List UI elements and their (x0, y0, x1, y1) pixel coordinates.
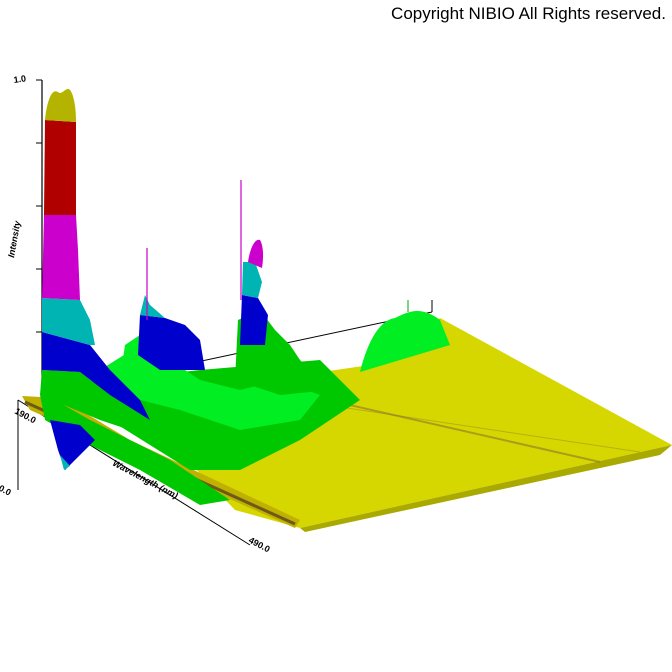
z-axis-title: Intensity (6, 219, 22, 258)
z-tick-label-top: 1.0 (13, 73, 27, 85)
y-tick-label: 0.0 (0, 483, 13, 498)
copyright-notice: Copyright NIBIO All Rights reserved. (391, 4, 666, 23)
surface-plateau (130, 318, 672, 528)
peak-right (360, 311, 450, 372)
main-peak-band-cyan (42, 298, 95, 345)
surface-plateau-shade (300, 445, 672, 532)
main-peak-shoulder (40, 395, 230, 505)
peak-left-middle-cyan (140, 295, 165, 318)
main-peak-band-magenta (42, 215, 80, 300)
x-tick-label-end: 490.0 (247, 535, 272, 554)
main-peak-band-top (45, 89, 76, 122)
peak-middle-cyan (242, 262, 262, 298)
main-peak-dip-cyan (60, 455, 70, 470)
main-peak-band-blue (42, 332, 150, 420)
main-peak-band-red (44, 120, 76, 215)
main-peak-band-green (40, 370, 160, 440)
peak-left-middle-blue (138, 315, 205, 370)
peak-middle-magenta (248, 239, 264, 268)
peak-middle-blue (240, 295, 268, 345)
main-peak (40, 89, 230, 505)
